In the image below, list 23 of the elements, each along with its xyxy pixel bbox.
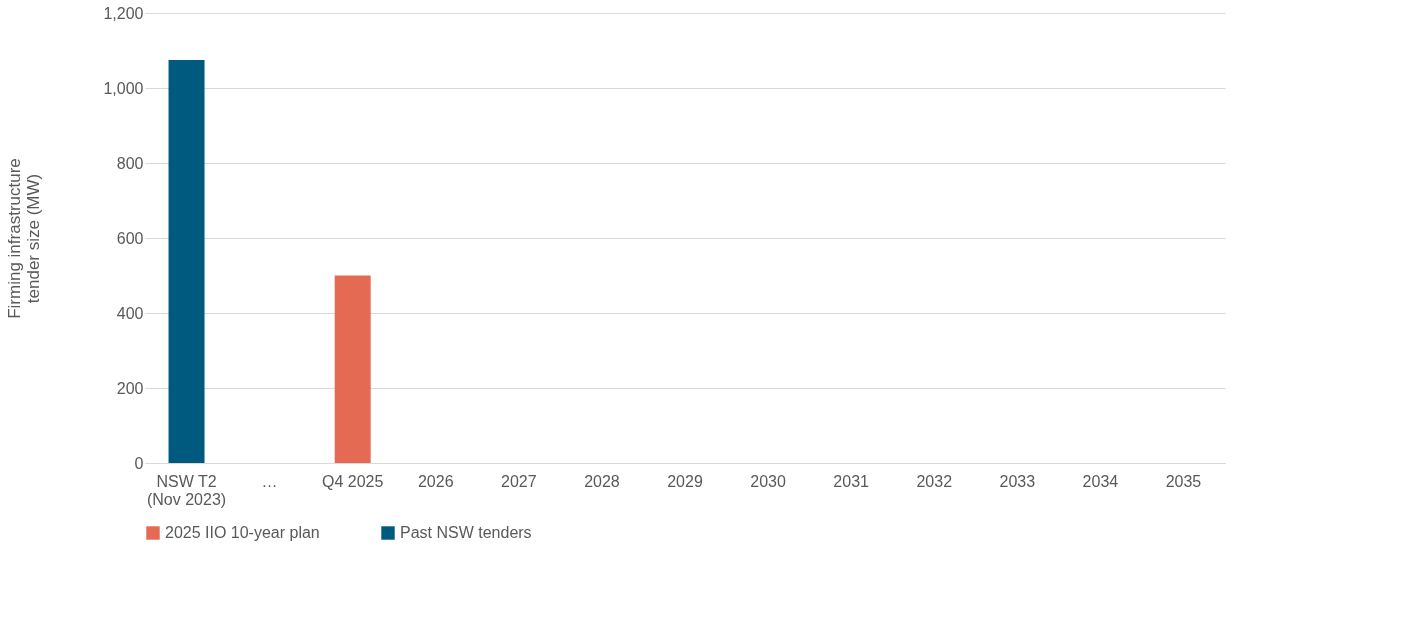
x-tick-label: 2030 — [750, 472, 786, 490]
x-tick-label: 2028 — [584, 472, 620, 490]
y-tick-label: 0 — [134, 454, 144, 472]
x-tick-label: 2031 — [833, 472, 870, 490]
x-tick-label: 2033 — [999, 472, 1036, 490]
x-tick-label: 2035 — [1165, 472, 1202, 490]
y-tick-label: 200 — [116, 379, 144, 397]
y-tick-label: 1,000 — [103, 79, 144, 97]
y-tick-label: 600 — [116, 229, 144, 247]
y-tick-label: 400 — [116, 304, 144, 322]
x-tick-label: 2034 — [1082, 472, 1119, 490]
y-tick-label: 1,200 — [103, 4, 144, 22]
x-tick-label: Q4 2025 — [322, 472, 384, 490]
legend-label: 2025 IIO 10-year plan — [165, 524, 320, 541]
x-tick-label: NSW T2 (Nov 2023) — [146, 472, 227, 508]
y-tick-label: 800 — [116, 154, 144, 172]
x-tick-label: 2027 — [501, 472, 537, 490]
x-tick-label: 2032 — [916, 472, 953, 490]
x-tick-label: … — [261, 472, 278, 490]
x-tick-label: 2026 — [417, 472, 454, 490]
x-tick-label: 2029 — [667, 472, 703, 490]
y-axis-title: Firming infrastructure tender size (MW) — [5, 158, 44, 319]
legend-label: Past NSW tenders — [400, 524, 532, 541]
